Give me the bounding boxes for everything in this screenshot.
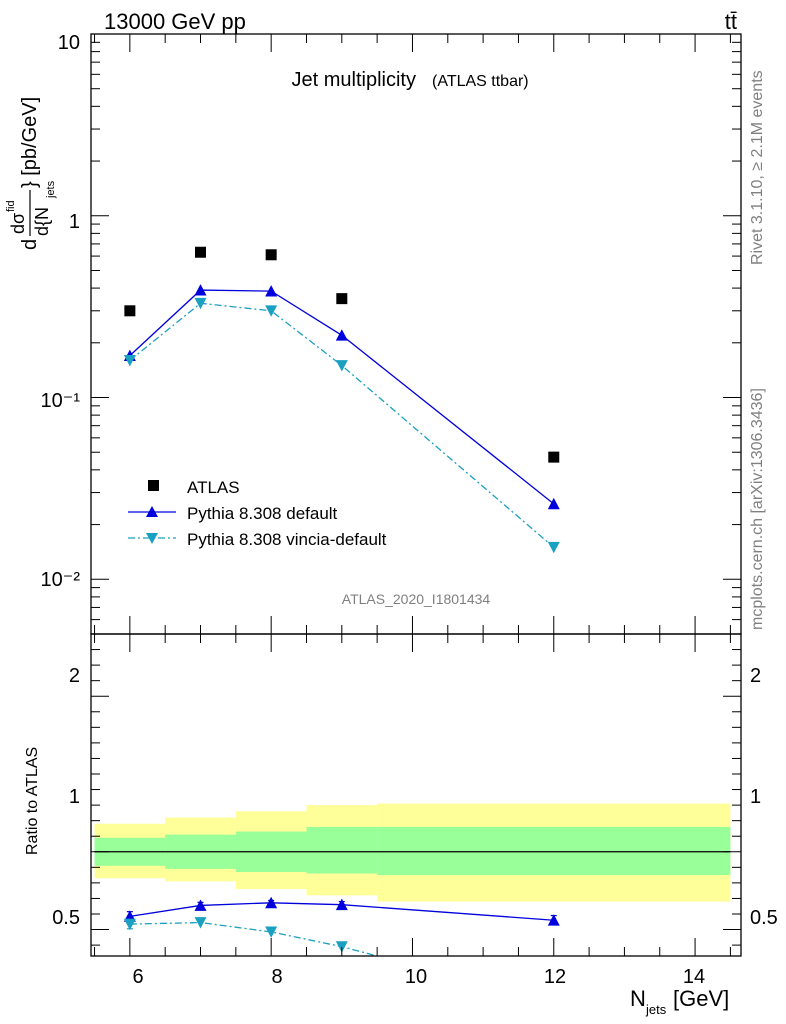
ratio-band-inner-4 [377,826,731,876]
y-tick-label-10: 10 [58,32,80,54]
main-panel: 10 1 10⁻¹ 10⁻² Jet multiplicity (ATLAS t… [5,32,742,635]
ratio-point-vincia-2 [265,926,278,938]
ratio-y-axis-label: Ratio to ATLAS [24,747,41,855]
ratio-band-inner-3 [306,826,378,874]
main-point-atlas-3 [336,293,348,305]
ratio-point-default-3 [335,898,348,911]
x-label-unit: [GeV] [673,986,729,1011]
main-y-axis-label: d dσ fid d{N jets } [pb/GeV] [5,97,57,250]
main-point-atlas-0 [124,305,136,317]
ratio-point-default-4 [547,914,560,926]
main-axis-ticks [91,33,741,635]
main-point-atlas-4 [548,451,560,463]
main-point-vincia-3 [335,360,348,372]
ratio-y-tick-label-2-right: 2 [750,665,761,687]
main-point-atlas-1 [195,246,207,258]
y-tick-label-0.01: 10⁻² [41,569,81,591]
ratio-panel: 2 1 0.5 2 1 0.5 6 8 10 12 14 Ratio to AT… [24,633,778,1017]
ratio-point-vincia-3 [335,941,348,953]
y-tick-label-1: 1 [69,211,80,233]
main-point-vincia-4 [547,541,560,554]
ratio-line-vincia [129,921,378,956]
ratio-axis-ticks [91,634,741,956]
main-point-atlas-2 [265,249,277,261]
y-label-denominator: d{N [32,207,52,236]
y-label-numerator: dσ [8,213,28,234]
y-label-superscript: fid [5,200,17,212]
legend-marker-default [146,506,158,517]
chart-subtitle: (ATLAS ttbar) [432,73,529,90]
energy-label: 13000 GeV pp [104,9,246,34]
x-tick-labels: 6 8 10 12 14 [132,966,705,988]
ratio-y-tick-label-0.5: 0.5 [52,907,80,929]
x-tick-label-12: 12 [544,966,566,988]
legend-marker-vincia [146,533,158,544]
main-point-default-2 [265,285,278,297]
ratio-frame [90,633,742,957]
x-tick-label-6: 6 [132,966,143,988]
x-label-subscript: jets [645,1002,667,1017]
ratio-y-tick-label-1: 1 [69,786,80,808]
ratio-plot-marks [94,803,731,956]
ratio-y-tick-label-2: 2 [69,665,80,687]
ratio-y-tick-labels: 2 1 0.5 2 1 0.5 [52,665,778,929]
analysis-id: ATLAS_2020_I1801434 [342,591,491,607]
main-point-default-4 [547,497,560,510]
main-plot-marks [123,246,560,554]
y-label-d: d [19,239,41,250]
y-label-subscript: jets [45,180,57,199]
ratio-point-default-2 [265,896,278,909]
main-point-vincia-2 [265,305,278,317]
x-axis-label: N jets [GeV] [630,986,729,1017]
y-tick-label-0.1: 10⁻¹ [41,390,81,412]
process-label: tt̄ [725,9,737,34]
source-label: mcplots.cern.ch [arXiv:1306.3436] [749,388,766,630]
chart-title: Jet multiplicity [292,69,416,91]
legend-label-default: Pythia 8.308 default [187,504,338,523]
ratio-point-vincia-1 [194,917,207,929]
main-point-vincia-0 [123,355,136,367]
y-label-unit: } [pb/GeV] [19,97,41,188]
rivet-version-label: Rivet 3.1.10, ≥ 2.1M events [749,70,766,265]
ratio-y-tick-label-1-right: 1 [750,786,761,808]
x-tick-label-14: 14 [683,966,705,988]
ratio-point-default-1 [194,899,207,911]
ratio-series-group [123,896,560,956]
main-point-vincia-1 [194,297,207,310]
main-line-default [129,289,555,505]
x-tick-label-10: 10 [405,966,427,988]
ratio-point-vincia-0 [123,918,136,931]
legend-marker-atlas [148,480,159,491]
legend-label-vincia: Pythia 8.308 vincia-default [187,530,387,549]
legend-label-atlas: ATLAS [187,478,240,497]
main-point-default-3 [335,329,348,341]
x-label-main: N [630,986,646,1011]
ratio-y-tick-label-0.5-right: 0.5 [750,907,778,929]
main-point-default-1 [194,284,207,296]
main-y-tick-labels: 10 1 10⁻¹ 10⁻² [41,32,81,591]
legend: ATLAS Pythia 8.308 default Pythia 8.308 … [128,478,387,549]
x-tick-label-8: 8 [271,966,282,988]
